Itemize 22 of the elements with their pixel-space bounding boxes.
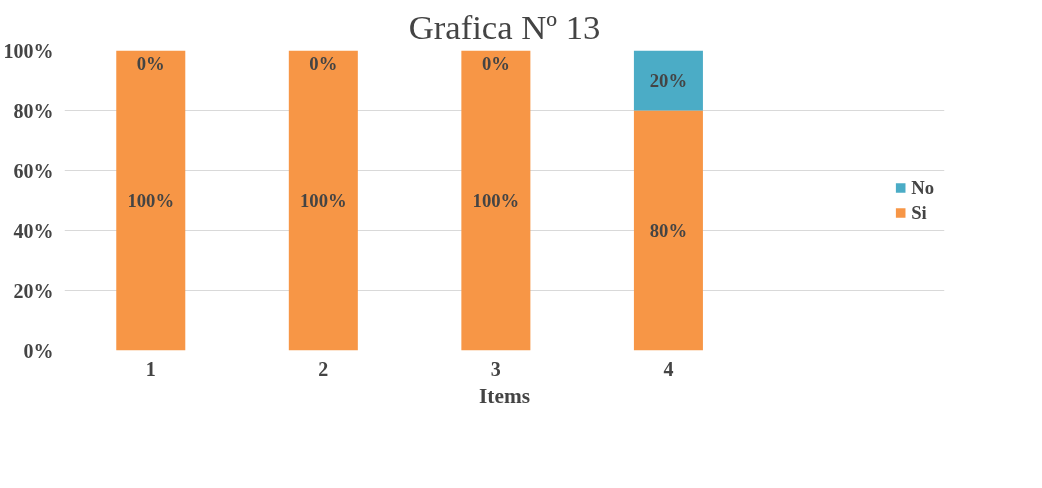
y-tick-label: 60% (13, 159, 54, 182)
y-tick-label: 20% (13, 279, 54, 302)
x-tick-label: 4 (663, 357, 674, 380)
legend-label: Si (911, 201, 928, 224)
x-tick-label: 1 (145, 357, 156, 380)
data-label: 0% (481, 52, 510, 74)
data-label: 0% (309, 52, 338, 74)
x-axis-title: Items (479, 383, 530, 408)
x-tick-label: 3 (490, 357, 501, 380)
data-label: 20% (649, 70, 688, 91)
legend-label: No (911, 176, 934, 199)
data-label: 80% (649, 220, 688, 241)
y-tick-label: 40% (13, 219, 54, 242)
y-tick-label: 100% (3, 39, 54, 62)
y-tick-label: 0% (23, 339, 54, 362)
x-tick-label: 2 (318, 357, 329, 380)
data-label: 100% (300, 190, 347, 211)
y-tick-label: 80% (13, 99, 54, 122)
data-label: 0% (136, 52, 165, 74)
data-label: 100% (472, 190, 520, 211)
data-label: 100% (127, 190, 175, 211)
chart-title: Grafica Nº 13 (408, 7, 601, 46)
